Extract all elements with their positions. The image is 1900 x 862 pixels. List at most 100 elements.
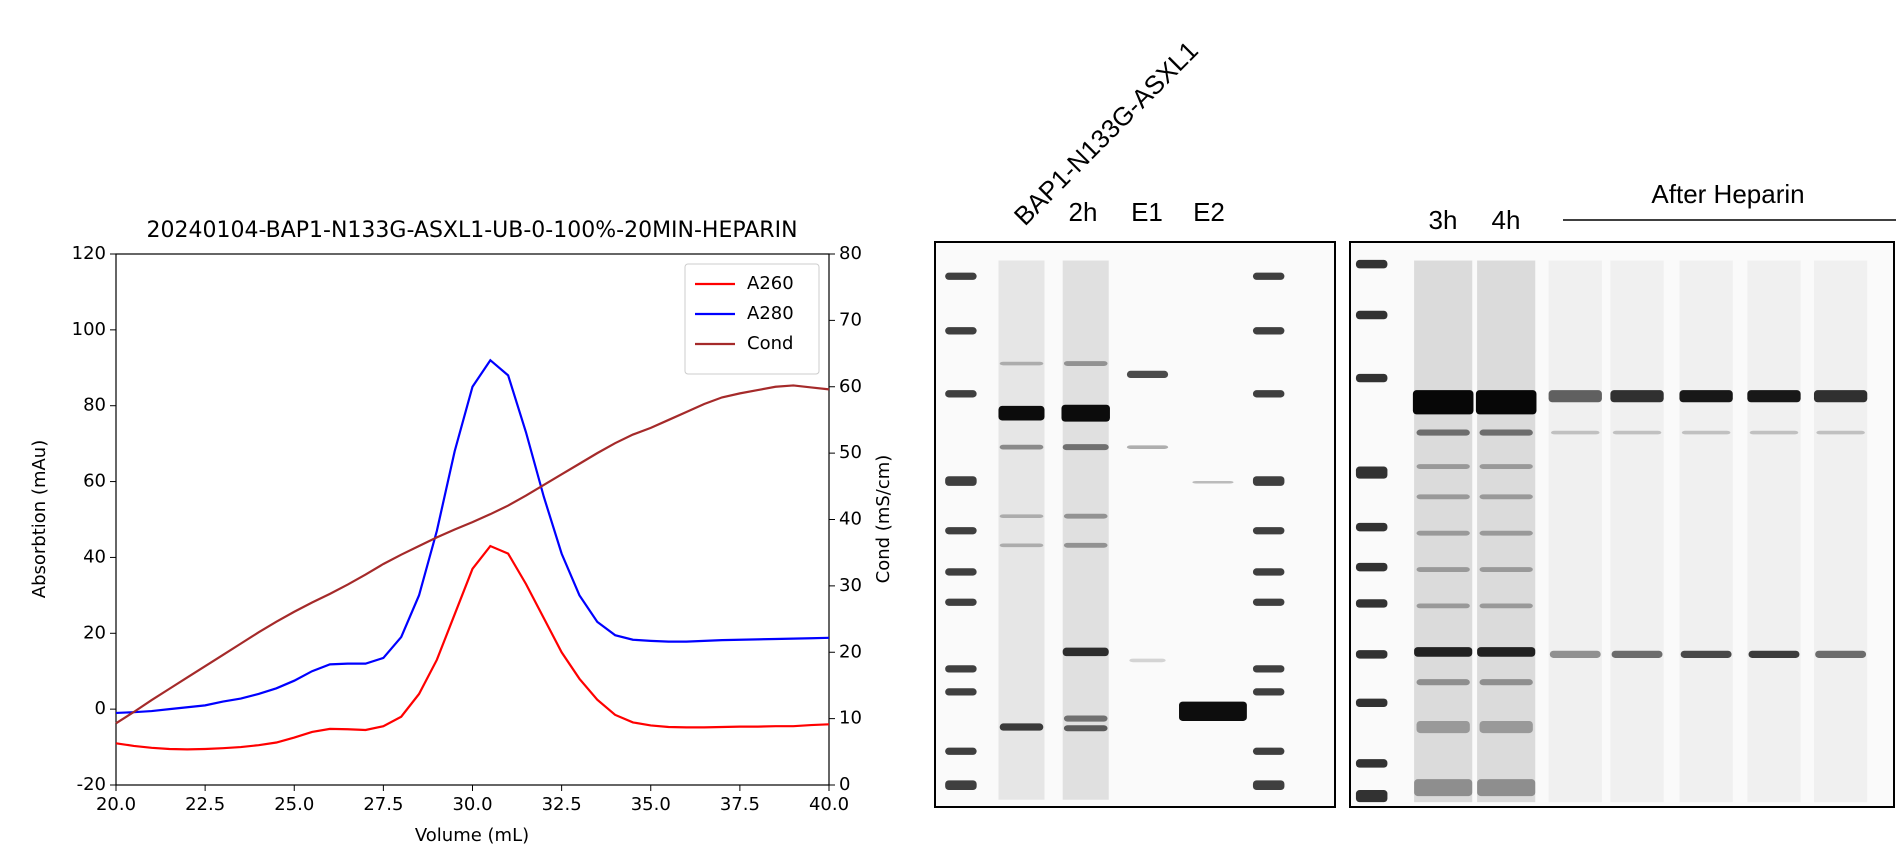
y-tick-label: 20 xyxy=(83,622,106,643)
gel-band xyxy=(1416,464,1470,469)
y2-tick-label: 60 xyxy=(839,376,862,397)
gel-band xyxy=(1252,272,1285,280)
gel-band xyxy=(945,527,977,535)
gel-band xyxy=(1479,494,1533,500)
x-tick-label: 37.5 xyxy=(720,794,760,815)
y2-tick-label: 0 xyxy=(839,774,850,795)
gel-band xyxy=(1355,790,1388,803)
y-tick-label: -20 xyxy=(77,774,106,795)
gel-band xyxy=(1179,701,1247,721)
gel-band xyxy=(1479,679,1533,686)
gel-band xyxy=(1355,759,1388,768)
y2-tick-label: 70 xyxy=(839,309,862,330)
gel-band xyxy=(945,272,977,280)
y-tick-label: 80 xyxy=(83,395,106,416)
gel-band xyxy=(1679,390,1733,403)
gel-band xyxy=(1416,679,1470,686)
gel-band xyxy=(999,444,1044,450)
gel-band xyxy=(1355,599,1388,608)
gel-band xyxy=(1355,259,1388,269)
gel-band xyxy=(1355,373,1388,383)
gel-band xyxy=(1479,720,1533,734)
y2-tick-label: 30 xyxy=(839,575,862,596)
x-tick-label: 20.0 xyxy=(96,794,136,815)
gel-band xyxy=(1063,715,1108,722)
y-axis-label: Absorbtion (mAu) xyxy=(29,440,50,598)
gel-band xyxy=(945,665,977,673)
gel-band xyxy=(1252,688,1285,696)
lane-label: 2h xyxy=(1069,197,1098,227)
gel-band xyxy=(1748,650,1800,658)
gel-left xyxy=(934,241,1336,808)
x-tick-label: 27.5 xyxy=(363,794,403,815)
y2-tick-label: 80 xyxy=(839,243,862,264)
legend-box xyxy=(684,263,820,375)
gel-band xyxy=(1612,430,1662,435)
gel-band xyxy=(1414,779,1473,797)
gel-band xyxy=(945,476,977,486)
gel-band xyxy=(1062,444,1109,451)
gel-smear xyxy=(1062,260,1109,800)
gel-band xyxy=(1252,780,1285,791)
gel-band xyxy=(1192,481,1234,484)
gel-band xyxy=(1252,747,1285,755)
gel-band xyxy=(1412,390,1474,415)
gel-band xyxy=(1252,327,1285,335)
gel-band xyxy=(945,568,977,576)
data-line xyxy=(115,384,830,725)
gel-band xyxy=(999,543,1044,548)
gel-smear xyxy=(1610,260,1664,803)
gel-smear xyxy=(1414,260,1473,803)
gel-band xyxy=(1355,650,1388,659)
gel-band xyxy=(945,327,977,335)
gel-band xyxy=(1252,527,1285,535)
gel-band xyxy=(1252,598,1285,606)
gel-band xyxy=(1416,494,1470,500)
gel-band xyxy=(1355,522,1388,532)
x-tick-label: 40.0 xyxy=(809,794,849,815)
gel-band xyxy=(945,390,977,398)
y-tick-label: 100 xyxy=(72,319,106,340)
gel-band xyxy=(1479,567,1533,572)
gel-band xyxy=(1063,542,1108,548)
gel-band xyxy=(1479,464,1533,469)
gel-band xyxy=(1477,779,1536,797)
gel-band xyxy=(1252,390,1285,398)
gel-band xyxy=(1063,513,1108,519)
gel-band xyxy=(945,780,977,791)
gel-band xyxy=(1549,650,1601,658)
y-tick-label: 40 xyxy=(83,546,106,567)
gel-band xyxy=(1126,445,1169,449)
gel-band xyxy=(945,688,977,696)
gel-smear xyxy=(1747,260,1801,803)
gel-band xyxy=(1416,530,1470,536)
legend-label: Cond xyxy=(747,333,793,354)
gel-band xyxy=(1355,698,1388,708)
lane-label: 3h xyxy=(1429,205,1458,235)
gel-band xyxy=(1815,650,1867,658)
gel-band xyxy=(1063,361,1108,366)
gel-smear xyxy=(1477,260,1536,803)
gel-band xyxy=(1479,530,1533,536)
gel-band xyxy=(1416,603,1470,609)
gel-band xyxy=(1416,429,1470,436)
gel-smear xyxy=(998,260,1045,800)
gel-band xyxy=(1749,430,1799,435)
lane-label: E1 xyxy=(1131,197,1163,227)
gel-right xyxy=(1349,241,1895,808)
x-tick-label: 25.0 xyxy=(274,794,314,815)
legend-label: A280 xyxy=(747,303,794,324)
gel-band xyxy=(1414,647,1473,657)
gel-band xyxy=(1063,725,1108,732)
x-tick-label: 30.0 xyxy=(452,794,492,815)
gel-band xyxy=(1551,430,1600,435)
gel-smear xyxy=(1548,260,1602,803)
gel-band xyxy=(945,598,977,606)
y2-tick-label: 10 xyxy=(839,708,862,729)
gel-band xyxy=(1548,390,1602,403)
gel-band xyxy=(999,514,1044,519)
gel-band xyxy=(1416,567,1470,572)
x-tick-label: 32.5 xyxy=(542,794,582,815)
gel-band xyxy=(1252,568,1285,576)
